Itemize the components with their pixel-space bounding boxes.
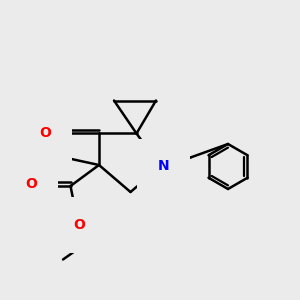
- Text: O: O: [39, 127, 51, 140]
- Text: N: N: [158, 160, 169, 173]
- Text: O: O: [26, 178, 38, 191]
- Text: O: O: [74, 218, 86, 232]
